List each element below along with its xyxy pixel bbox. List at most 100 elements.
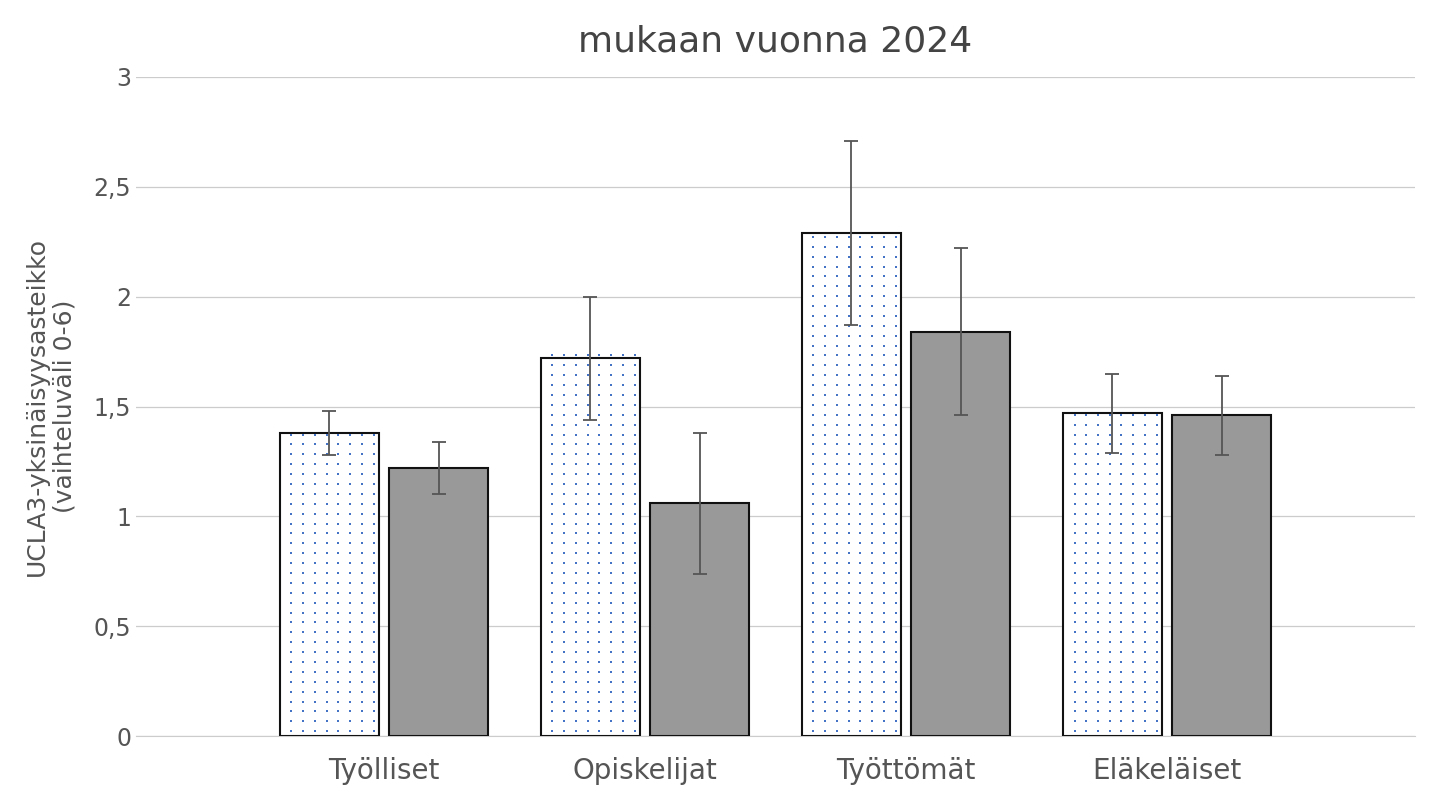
Point — [802, 556, 825, 569]
Point — [884, 685, 907, 698]
Point — [1145, 428, 1168, 441]
Point — [624, 547, 647, 560]
Point — [541, 715, 564, 728]
Point — [814, 270, 837, 283]
Point — [861, 566, 884, 579]
Point — [1133, 547, 1156, 560]
Point — [612, 507, 635, 520]
Point — [1122, 527, 1145, 540]
Point — [350, 725, 373, 738]
Point — [588, 359, 611, 372]
Point — [1110, 676, 1133, 688]
Point — [814, 478, 837, 491]
Point — [1074, 517, 1097, 530]
Point — [1133, 478, 1156, 491]
Point — [837, 547, 860, 560]
Point — [837, 497, 860, 510]
Point — [553, 646, 576, 659]
Point — [1133, 577, 1156, 590]
Point — [304, 478, 327, 491]
Point — [279, 586, 302, 599]
Point — [825, 488, 848, 501]
Point — [327, 547, 350, 560]
Point — [612, 438, 635, 451]
Point — [564, 566, 588, 579]
Point — [825, 349, 848, 362]
Point — [588, 695, 611, 708]
Point — [564, 448, 588, 461]
Point — [327, 676, 350, 688]
Point — [861, 279, 884, 292]
Point — [837, 329, 860, 342]
Point — [279, 527, 302, 540]
Point — [884, 488, 907, 501]
Point — [553, 676, 576, 688]
Point — [1122, 655, 1145, 668]
Point — [1145, 458, 1168, 471]
Point — [304, 646, 327, 659]
Point — [1133, 655, 1156, 668]
Point — [1074, 685, 1097, 698]
Point — [1087, 507, 1110, 520]
Point — [1122, 606, 1145, 619]
Point — [825, 399, 848, 411]
Point — [564, 577, 588, 590]
Point — [612, 547, 635, 560]
Point — [1074, 507, 1097, 520]
Point — [850, 606, 873, 619]
Point — [814, 448, 837, 461]
Point — [564, 488, 588, 501]
Point — [361, 547, 384, 560]
Point — [279, 606, 302, 619]
Point — [861, 507, 884, 520]
Point — [588, 458, 611, 471]
Point — [588, 715, 611, 728]
Point — [361, 666, 384, 679]
Point — [802, 676, 825, 688]
Point — [612, 359, 635, 372]
Point — [884, 547, 907, 560]
Point — [814, 408, 837, 421]
Point — [315, 428, 338, 441]
Point — [588, 577, 611, 590]
Point — [873, 537, 896, 550]
Point — [873, 329, 896, 342]
Point — [553, 379, 576, 392]
Point — [861, 448, 884, 461]
Point — [624, 705, 647, 718]
Point — [541, 695, 564, 708]
Point — [814, 655, 837, 668]
Point — [861, 636, 884, 649]
Point — [837, 319, 860, 332]
Point — [884, 300, 907, 313]
Point — [1099, 428, 1122, 441]
Point — [304, 606, 327, 619]
Point — [884, 705, 907, 718]
Point — [1110, 478, 1133, 491]
Point — [541, 399, 564, 411]
Point — [861, 438, 884, 451]
Point — [825, 646, 848, 659]
Point — [564, 467, 588, 480]
Point — [825, 329, 848, 342]
Point — [1074, 458, 1097, 471]
Point — [884, 309, 907, 322]
Point — [825, 586, 848, 599]
Point — [564, 666, 588, 679]
Point — [884, 676, 907, 688]
Point — [861, 369, 884, 382]
Point — [304, 705, 327, 718]
Point — [338, 577, 361, 590]
Point — [1087, 695, 1110, 708]
Point — [1087, 497, 1110, 510]
Point — [1122, 408, 1145, 421]
Point — [588, 537, 611, 550]
Point — [802, 379, 825, 392]
Point — [612, 517, 635, 530]
Point — [825, 428, 848, 441]
Point — [1110, 666, 1133, 679]
Point — [884, 270, 907, 283]
Point — [599, 725, 622, 738]
Point — [814, 359, 837, 372]
Point — [564, 636, 588, 649]
